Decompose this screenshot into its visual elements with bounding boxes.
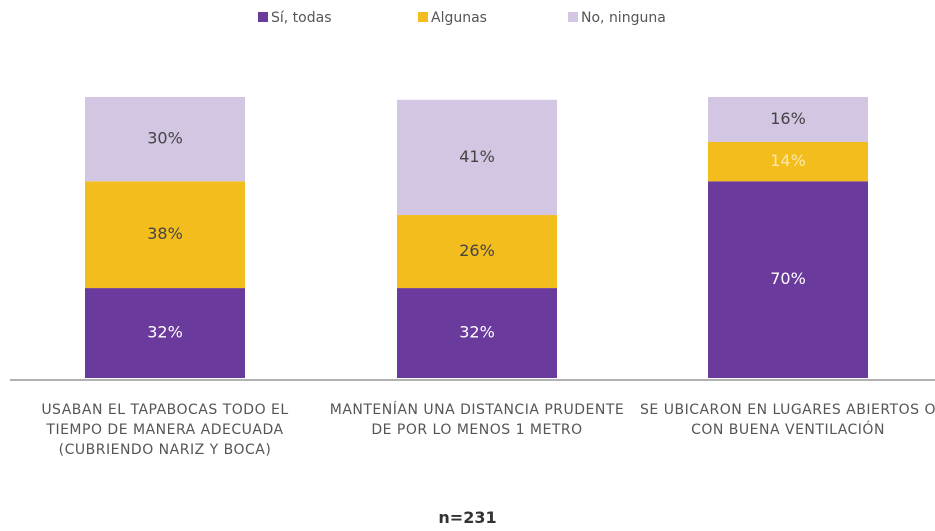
legend-swatch [418, 12, 428, 22]
data-label: 70% [770, 269, 806, 288]
bar-segment [85, 288, 245, 378]
category-label: MANTENÍAN UNA DISTANCIA PRUDENTE DE POR … [329, 402, 625, 438]
bar-segment [708, 141, 868, 182]
bar-segment [397, 99, 557, 216]
data-label: 41% [459, 147, 495, 166]
legend-swatch [568, 12, 578, 22]
bar-segment [708, 181, 868, 378]
data-label: 16% [770, 109, 806, 128]
data-label: 32% [459, 323, 495, 342]
data-label: 26% [459, 241, 495, 260]
data-label: 32% [147, 323, 183, 342]
bar-segment [397, 215, 557, 289]
legend-label: No, ninguna [581, 10, 666, 26]
data-label: 14% [770, 151, 806, 170]
bar-segment [397, 288, 557, 378]
sample-size: n=231 [438, 508, 497, 527]
category-label: SE UBICARON EN LUGARES ABIERTOS O CON BU… [640, 402, 935, 438]
legend-label: Algunas [431, 10, 487, 26]
category-label: USABAN EL TAPABOCAS TODO EL TIEMPO DE MA… [41, 402, 289, 458]
legend-swatch [258, 12, 268, 22]
data-label: 38% [147, 224, 183, 243]
legend-label: Sí, todas [271, 10, 332, 26]
bar-segment [85, 97, 245, 182]
data-label: 30% [147, 129, 183, 148]
bar-segment [85, 181, 245, 289]
bar-segment [708, 97, 868, 142]
